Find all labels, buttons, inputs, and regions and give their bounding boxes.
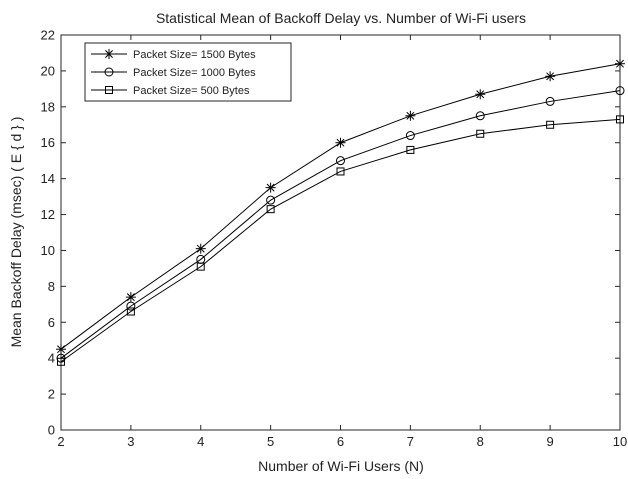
legend: Packet Size= 1500 Bytes Packet Size= 1000… (84, 42, 292, 102)
y-tick-label: 18 (41, 99, 55, 114)
data-point-asterisk (475, 89, 486, 100)
data-point-circle (545, 96, 555, 106)
legend-label: Packet Size= 1000 Bytes (133, 67, 256, 79)
data-point-square (616, 115, 624, 124)
legend-label: Packet Size= 500 Bytes (133, 85, 250, 97)
series-line (57, 115, 624, 366)
data-point-asterisk (545, 71, 556, 82)
series-line (56, 58, 625, 355)
legend-item: Packet Size= 1500 Bytes (91, 49, 256, 61)
x-tick-label: 9 (547, 434, 554, 449)
data-point-asterisk (195, 243, 206, 254)
y-tick-label: 10 (41, 243, 55, 258)
data-point-square (57, 357, 65, 366)
series-path (60, 118, 621, 363)
data-point-circle (475, 111, 485, 121)
y-tick-label: 4 (48, 351, 55, 366)
legend-item: Packet Size= 500 Bytes (91, 85, 250, 97)
series-path (60, 90, 621, 359)
data-point-circle (336, 156, 345, 166)
data-point-square (336, 167, 345, 176)
data-point-asterisk (265, 182, 276, 193)
data-point-circle (405, 131, 415, 141)
data-point-asterisk (125, 292, 136, 303)
data-point-square (126, 307, 135, 316)
data-point-square (105, 86, 113, 94)
x-tick-label: 8 (477, 434, 484, 449)
series-line (56, 86, 625, 363)
chart-title: Statistical Mean of Backoff Delay vs. Nu… (156, 10, 526, 26)
x-tick-label: 10 (613, 434, 627, 449)
x-tick-label: 2 (57, 434, 64, 449)
data-point-square (196, 262, 205, 271)
data-point-circle (126, 301, 136, 311)
y-tick-label: 2 (48, 387, 55, 402)
data-point-asterisk (615, 58, 625, 69)
data-point-asterisk (335, 137, 346, 148)
x-tick-label: 4 (197, 434, 204, 449)
y-tick-label: 6 (48, 315, 55, 330)
legend-item: Packet Size= 1000 Bytes (91, 67, 256, 79)
data-point-asterisk (405, 110, 416, 121)
x-tick-label: 7 (407, 434, 414, 449)
y-tick-label: 0 (48, 423, 55, 438)
data-point-circle (104, 67, 114, 77)
legend-label: Packet Size= 1500 Bytes (133, 49, 256, 61)
y-tick-label: 16 (41, 135, 55, 150)
y-tick-label: 22 (41, 28, 55, 43)
data-point-square (476, 129, 485, 138)
y-tick-label: 8 (48, 279, 55, 294)
data-point-square (406, 145, 415, 154)
x-axis-label: Number of Wi-Fi Users (N) (258, 458, 424, 474)
data-point-circle (615, 86, 625, 96)
data-point-asterisk (56, 344, 66, 355)
data-point-square (546, 120, 555, 129)
data-point-circle (266, 195, 276, 205)
y-tick-label: 20 (41, 63, 55, 78)
x-tick-label: 6 (337, 434, 344, 449)
y-tick-label: 12 (41, 207, 55, 222)
x-tick-label: 5 (267, 434, 274, 449)
data-point-square (266, 205, 275, 214)
y-tick-label: 14 (41, 171, 55, 186)
x-tick-label: 3 (127, 434, 134, 449)
series-group (56, 58, 625, 366)
y-axis-label: Mean Backoff Delay (msec) ( E { d } ) (8, 117, 24, 348)
data-point-asterisk (104, 49, 114, 59)
